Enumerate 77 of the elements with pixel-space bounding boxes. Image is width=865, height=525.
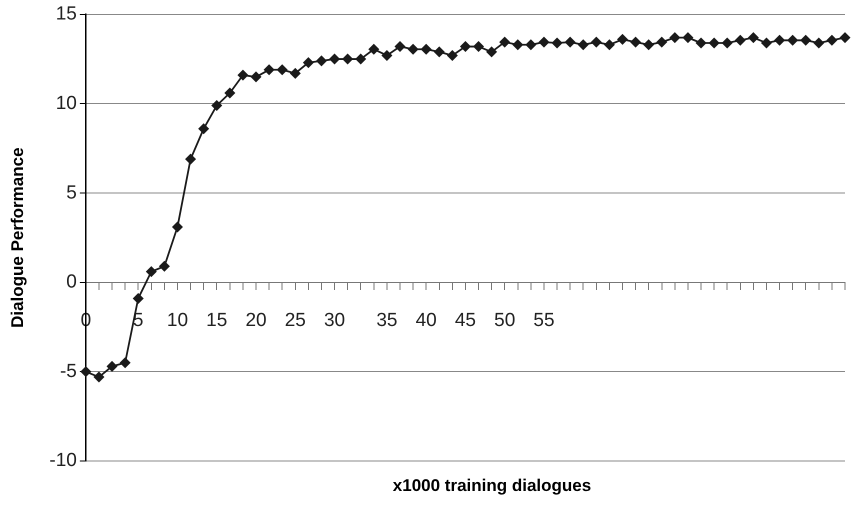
y-tick-label: 5 xyxy=(66,182,77,204)
point xyxy=(774,34,786,46)
point xyxy=(813,37,824,48)
y-tick-label: -5 xyxy=(60,360,77,382)
point xyxy=(760,37,772,48)
point xyxy=(355,54,366,65)
point xyxy=(525,39,536,50)
point xyxy=(748,32,759,44)
point xyxy=(120,357,131,368)
point xyxy=(708,37,720,48)
x-tick-label: 50 xyxy=(494,310,516,331)
x-tick-label: 55 xyxy=(533,310,555,331)
point xyxy=(696,37,707,48)
x-tick-label: 10 xyxy=(166,310,188,331)
point xyxy=(408,44,419,55)
point xyxy=(722,37,733,48)
point xyxy=(276,64,288,76)
point xyxy=(198,123,210,134)
x-tick-label: 20 xyxy=(245,310,267,331)
point xyxy=(93,372,104,383)
point xyxy=(237,70,248,81)
point xyxy=(826,34,838,46)
point xyxy=(420,44,432,55)
point xyxy=(840,32,850,44)
point xyxy=(630,36,642,48)
point xyxy=(590,36,602,48)
point xyxy=(499,36,510,48)
y-axis-title: Dialogue Performance xyxy=(8,147,27,328)
point xyxy=(564,36,576,48)
point xyxy=(132,292,144,304)
point xyxy=(434,46,445,58)
point xyxy=(578,39,589,50)
y-tick-label: 0 xyxy=(66,272,77,293)
point xyxy=(80,366,92,378)
point xyxy=(604,39,615,50)
y-tick-label: -10 xyxy=(49,450,77,472)
point xyxy=(302,57,314,68)
point xyxy=(264,64,275,76)
point xyxy=(211,100,222,112)
point xyxy=(446,50,458,61)
point xyxy=(512,39,524,50)
point xyxy=(342,54,354,65)
x-tick-label: 25 xyxy=(284,310,306,331)
point xyxy=(552,37,563,48)
point xyxy=(329,54,340,65)
point xyxy=(643,39,654,50)
point xyxy=(669,32,680,44)
point xyxy=(394,41,406,52)
point xyxy=(734,34,746,46)
point xyxy=(290,68,301,79)
point xyxy=(486,46,498,58)
x-tick-label: 15 xyxy=(206,310,228,331)
y-tick-label: 15 xyxy=(56,4,77,25)
x-tick-label: 40 xyxy=(416,310,437,331)
point xyxy=(172,221,183,232)
point xyxy=(787,34,798,46)
point xyxy=(368,44,380,55)
point xyxy=(460,41,471,52)
x-tick-label: 30 xyxy=(324,310,346,331)
y-tick-label: 10 xyxy=(56,92,77,114)
point xyxy=(250,71,262,82)
point xyxy=(682,32,694,44)
point xyxy=(800,34,812,46)
point xyxy=(106,360,118,372)
x-axis-title: x1000 training dialogues xyxy=(392,476,592,496)
point xyxy=(185,154,196,165)
point xyxy=(146,266,157,278)
point xyxy=(224,88,236,98)
point xyxy=(158,260,170,272)
point xyxy=(656,36,668,48)
point xyxy=(538,36,550,48)
point xyxy=(316,55,327,66)
point xyxy=(616,34,628,45)
x-tick-label: 45 xyxy=(454,310,476,331)
point xyxy=(473,41,484,52)
x-tick-label: 35 xyxy=(376,310,398,331)
point xyxy=(381,50,392,61)
